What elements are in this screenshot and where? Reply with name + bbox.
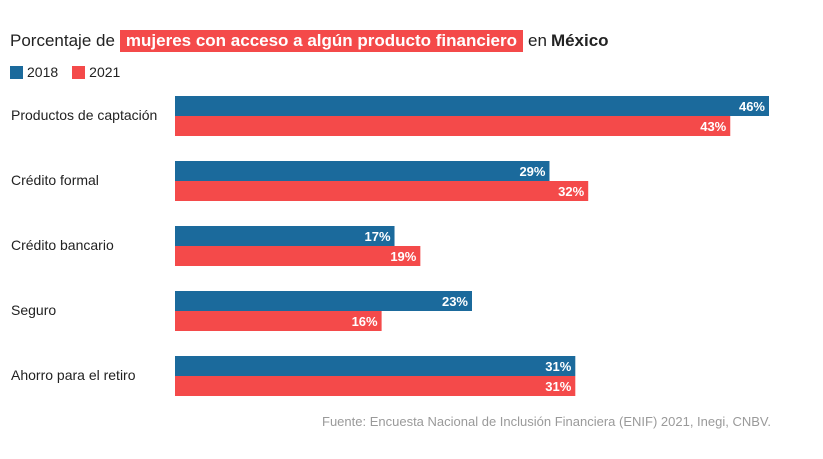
legend-item-2021: 2021 [72, 64, 120, 80]
legend-label-2021: 2021 [89, 64, 121, 80]
bar-2021 [175, 311, 382, 331]
value-label-2018: 46% [739, 99, 765, 114]
category-label: Productos de captación [11, 107, 157, 123]
bar-2021 [175, 181, 589, 201]
title-prefix: Porcentaje de [10, 31, 115, 50]
bar-2018 [175, 96, 769, 116]
category-label: Crédito formal [11, 172, 99, 188]
value-label-2021: 43% [700, 119, 726, 134]
bar-2021 [175, 246, 421, 266]
title-middle: en [528, 31, 547, 50]
title-highlight: mujeres con acceso a algún producto fina… [119, 30, 524, 52]
bar-2021 [175, 376, 576, 396]
legend-swatch-2021 [72, 65, 86, 79]
category-label: Ahorro para el retiro [11, 367, 136, 383]
category-label: Seguro [11, 302, 56, 318]
chart-title: Porcentaje de mujeres con acceso a algún… [10, 30, 609, 52]
bar-2018 [175, 161, 550, 181]
value-label-2018: 23% [442, 294, 468, 309]
value-label-2018: 17% [364, 229, 390, 244]
category-label: Crédito bancario [11, 237, 114, 253]
legend-label-2018: 2018 [27, 64, 59, 80]
legend-item-2018: 2018 [10, 64, 58, 80]
value-label-2021: 16% [352, 314, 378, 329]
value-label-2018: 31% [545, 359, 571, 374]
value-label-2021: 19% [390, 249, 416, 264]
legend: 2018 2021 [10, 63, 134, 81]
bar-2021 [175, 116, 731, 136]
bar-2018 [175, 291, 472, 311]
bar-2018 [175, 226, 395, 246]
bar-2018 [175, 356, 576, 376]
title-country: México [550, 31, 609, 50]
source-note: Fuente: Encuesta Nacional de Inclusión F… [322, 414, 771, 429]
value-label-2021: 32% [558, 184, 584, 199]
value-label-2018: 29% [519, 164, 545, 179]
legend-swatch-2018 [10, 65, 23, 79]
value-label-2021: 31% [545, 379, 571, 394]
